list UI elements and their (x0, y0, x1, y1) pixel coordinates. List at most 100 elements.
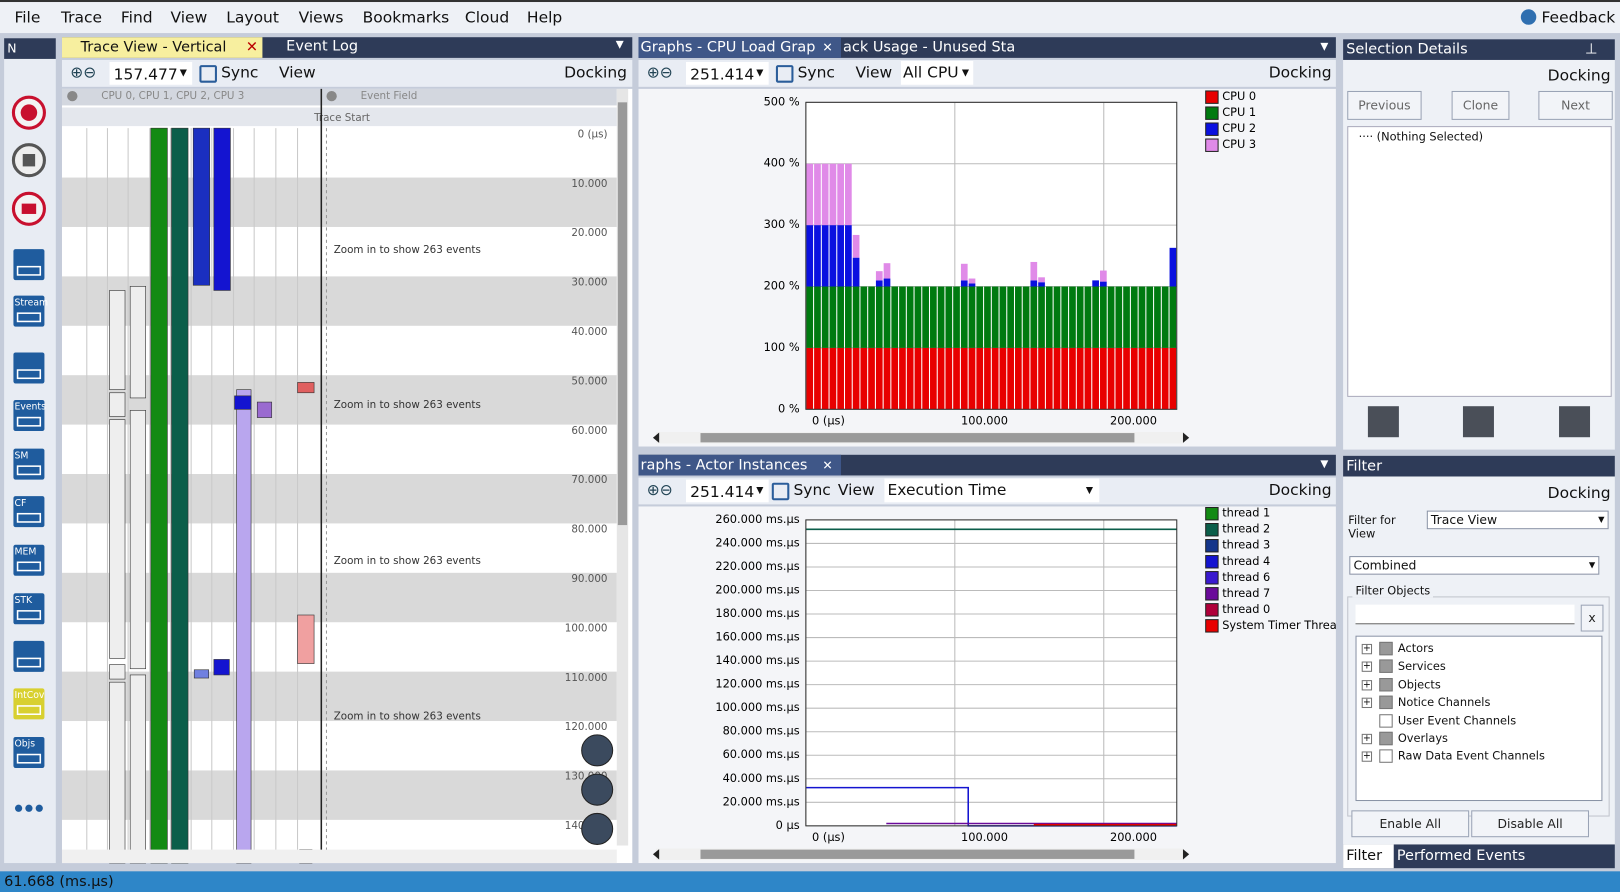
tree-label[interactable]: Objects (1397, 677, 1441, 692)
bar-segment (1015, 347, 1022, 410)
tree-label[interactable]: (Nothing Selected) (1376, 130, 1484, 144)
docking[interactable]: Docking (1268, 480, 1332, 500)
cpu-select-box[interactable] (900, 60, 974, 85)
zoom-buttons[interactable]: ⊕⊖ (70, 63, 97, 82)
clear-button[interactable]: x (1580, 604, 1604, 632)
tab-menu[interactable]: ▼ (1320, 458, 1329, 471)
zoom-box[interactable] (686, 62, 769, 85)
view-select[interactable]: Trace View ▼ (1426, 510, 1609, 530)
tab[interactable]: raphs - Actor Instances ✕ (638, 454, 841, 476)
sync[interactable]: Sync (797, 63, 835, 82)
tree-label[interactable]: Overlays (1397, 731, 1448, 746)
zoom-buttons[interactable]: ⊕⊖ (646, 480, 673, 500)
previous-button[interactable]: Previous (1347, 90, 1422, 120)
disable-all[interactable]: Disable All (1471, 810, 1589, 838)
menu-item[interactable]: Views (298, 8, 344, 27)
menu-item[interactable]: Layout (226, 8, 279, 27)
tree-label[interactable]: Actors (1397, 641, 1434, 656)
dropdown-arrow[interactable]: ▼ (961, 68, 970, 79)
tree-expander[interactable]: + (1361, 661, 1373, 673)
tab[interactable]: Trace View - Vertical ✕ (61, 37, 263, 58)
tree-label[interactable]: Services (1397, 659, 1446, 674)
zoom-box[interactable] (686, 479, 769, 503)
tree-checkbox[interactable] (1379, 731, 1393, 746)
bar-segment (906, 347, 914, 410)
view-menu[interactable]: View (278, 63, 316, 82)
menu-item[interactable]: View (170, 8, 208, 27)
bar-segment (806, 163, 814, 226)
menu-item[interactable]: Trace (60, 8, 103, 27)
zoom-value[interactable]: 251.414 (690, 482, 755, 502)
tab-label[interactable]: Event Log (286, 38, 359, 55)
tab-label[interactable]: Trace View - Vertical (80, 39, 227, 56)
clone-button[interactable]: Clone (1451, 90, 1510, 120)
docking[interactable]: Docking (1547, 483, 1611, 503)
view-menu[interactable]: View (837, 480, 875, 500)
tree-expander[interactable]: + (1361, 679, 1373, 691)
sync-icon[interactable] (775, 65, 794, 83)
dropdown-arrow[interactable]: ▼ (756, 485, 764, 497)
tab-label[interactable]: raphs - Actor Instances (640, 456, 808, 474)
tree-item[interactable]: ···· (Nothing Selected) (1358, 130, 1484, 144)
tree-label[interactable]: User Event Channels (1397, 713, 1517, 728)
tree-checkbox[interactable] (1379, 749, 1393, 764)
tree-checkbox[interactable] (1379, 641, 1393, 656)
tool-icon-detail (16, 265, 42, 276)
zoom-value[interactable]: 251.414 (690, 65, 755, 84)
zoom-buttons[interactable]: ⊕⊖ (646, 63, 673, 82)
tree-label[interactable]: Raw Data Event Channels (1397, 749, 1545, 764)
sync-icon[interactable] (771, 482, 790, 501)
tree-expander[interactable]: + (1361, 751, 1373, 763)
zoom-value[interactable]: 157.477 (113, 65, 178, 84)
zoom-box[interactable] (109, 62, 193, 85)
y-tick-label: 140.000 ms.µs (715, 653, 799, 667)
feedback-icon[interactable] (1520, 9, 1537, 25)
filter-textbox[interactable] (1355, 604, 1575, 625)
metric-select-box[interactable] (884, 478, 1100, 503)
menu-item[interactable]: Find (120, 8, 153, 27)
tab[interactable]: Performed Events (1396, 847, 1526, 865)
tool-icon-detail (16, 369, 42, 380)
mode-select-value[interactable]: Combined (1353, 558, 1417, 573)
tab[interactable]: Filter (1343, 844, 1394, 869)
dropdown-arrow[interactable]: ▼ (1085, 485, 1094, 497)
plot-frame (805, 519, 1178, 827)
menu-item[interactable]: Help (526, 8, 563, 27)
dropdown-arrow[interactable]: ▼ (756, 68, 764, 79)
tab-close[interactable]: ✕ (245, 39, 259, 56)
view-menu[interactable]: View (855, 63, 893, 82)
tab-label[interactable]: Graphs - CPU Load Grap (640, 39, 816, 56)
metric-select[interactable]: Execution Time (887, 480, 1007, 500)
tab[interactable]: Graphs - CPU Load Grap ✕ (638, 37, 841, 58)
cpu-select[interactable]: All CPU (902, 63, 959, 82)
tab-close[interactable]: ✕ (822, 457, 833, 473)
tree-checkbox[interactable] (1379, 659, 1393, 674)
menu-item[interactable]: Cloud (464, 8, 510, 27)
feedback[interactable]: Feedback (1541, 8, 1616, 27)
mode-select[interactable]: Combined ▼ (1349, 556, 1600, 575)
legend-swatch (1205, 523, 1219, 537)
tab-close[interactable]: ✕ (822, 40, 833, 55)
menu-item[interactable]: File (14, 8, 41, 27)
enable-all[interactable]: Enable All (1351, 810, 1470, 838)
view-select-value[interactable]: Trace View (1430, 512, 1498, 528)
tree-expander[interactable]: + (1361, 697, 1373, 709)
tree-checkbox[interactable] (1379, 713, 1393, 728)
dropdown-arrow[interactable]: ▼ (179, 68, 187, 79)
docking[interactable]: Docking (1268, 63, 1332, 82)
sync-icon[interactable] (199, 65, 217, 83)
tree-expander[interactable]: + (1361, 643, 1373, 655)
tab-menu[interactable]: ▼ (615, 39, 624, 51)
tab-menu[interactable]: ▼ (1320, 41, 1329, 53)
tab-label[interactable]: ack Usage - Unused Sta (843, 39, 1016, 56)
tree-checkbox[interactable] (1379, 695, 1393, 710)
next-button[interactable]: Next (1538, 90, 1613, 120)
tree-expander[interactable]: + (1361, 733, 1373, 745)
menu-item[interactable]: Bookmarks (362, 8, 450, 27)
tree-label[interactable]: Notice Channels (1397, 695, 1491, 710)
docking[interactable]: Docking (1547, 66, 1611, 85)
docking[interactable]: Docking (564, 63, 627, 82)
sync[interactable]: Sync (793, 480, 831, 500)
tree-checkbox[interactable] (1379, 677, 1393, 692)
sync[interactable]: Sync (221, 63, 259, 82)
